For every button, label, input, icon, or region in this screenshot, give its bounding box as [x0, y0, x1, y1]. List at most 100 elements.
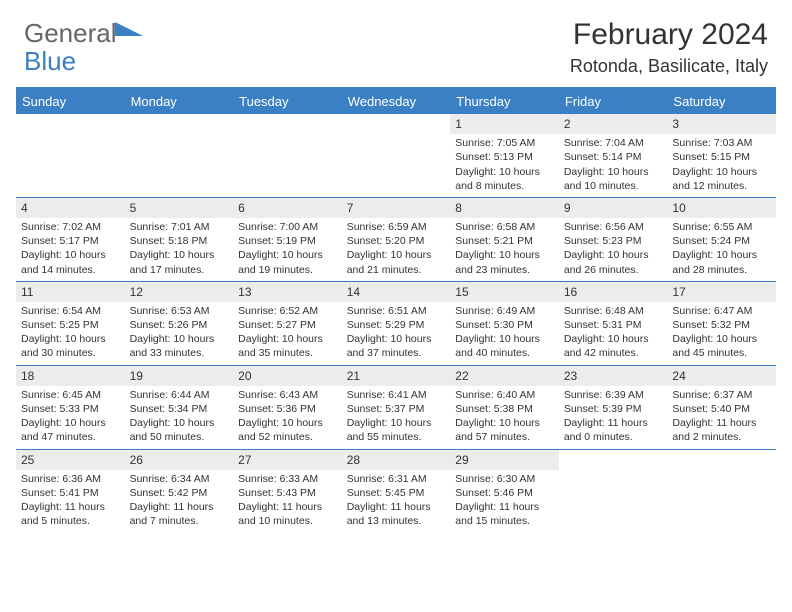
day-info: Sunrise: 6:40 AMSunset: 5:38 PMDaylight:… [450, 386, 559, 449]
day-number: 15 [450, 282, 559, 302]
day-number: 7 [342, 198, 451, 218]
day-cell [233, 114, 342, 197]
week-row: 11Sunrise: 6:54 AMSunset: 5:25 PMDayligh… [16, 281, 776, 365]
sunset-text: Sunset: 5:19 PM [238, 234, 337, 248]
day-number: 5 [125, 198, 234, 218]
sunrise-text: Sunrise: 7:01 AM [130, 220, 229, 234]
day-info: Sunrise: 6:49 AMSunset: 5:30 PMDaylight:… [450, 302, 559, 365]
day-number: 11 [16, 282, 125, 302]
day-info: Sunrise: 6:36 AMSunset: 5:41 PMDaylight:… [16, 470, 125, 533]
day-number: 8 [450, 198, 559, 218]
week-row: 4Sunrise: 7:02 AMSunset: 5:17 PMDaylight… [16, 197, 776, 281]
sunrise-text: Sunrise: 6:30 AM [455, 472, 554, 486]
day-number: 16 [559, 282, 668, 302]
day-cell [667, 450, 776, 533]
sunrise-text: Sunrise: 6:43 AM [238, 388, 337, 402]
day-cell: 18Sunrise: 6:45 AMSunset: 5:33 PMDayligh… [16, 366, 125, 449]
daylight-text: Daylight: 10 hours and 40 minutes. [455, 332, 554, 360]
day-info: Sunrise: 6:54 AMSunset: 5:25 PMDaylight:… [16, 302, 125, 365]
day-info: Sunrise: 6:37 AMSunset: 5:40 PMDaylight:… [667, 386, 776, 449]
daylight-text: Daylight: 10 hours and 21 minutes. [347, 248, 446, 276]
day-number: 13 [233, 282, 342, 302]
day-cell: 14Sunrise: 6:51 AMSunset: 5:29 PMDayligh… [342, 282, 451, 365]
daylight-text: Daylight: 11 hours and 15 minutes. [455, 500, 554, 528]
day-number [342, 114, 451, 118]
day-header-fri: Friday [559, 90, 668, 113]
day-info: Sunrise: 6:58 AMSunset: 5:21 PMDaylight:… [450, 218, 559, 281]
day-cell: 2Sunrise: 7:04 AMSunset: 5:14 PMDaylight… [559, 114, 668, 197]
day-cell: 12Sunrise: 6:53 AMSunset: 5:26 PMDayligh… [125, 282, 234, 365]
sunrise-text: Sunrise: 6:31 AM [347, 472, 446, 486]
day-info: Sunrise: 7:02 AMSunset: 5:17 PMDaylight:… [16, 218, 125, 281]
daylight-text: Daylight: 10 hours and 26 minutes. [564, 248, 663, 276]
day-cell: 11Sunrise: 6:54 AMSunset: 5:25 PMDayligh… [16, 282, 125, 365]
day-info: Sunrise: 7:03 AMSunset: 5:15 PMDaylight:… [667, 134, 776, 197]
daylight-text: Daylight: 10 hours and 28 minutes. [672, 248, 771, 276]
day-cell: 7Sunrise: 6:59 AMSunset: 5:20 PMDaylight… [342, 198, 451, 281]
daylight-text: Daylight: 10 hours and 8 minutes. [455, 165, 554, 193]
daylight-text: Daylight: 10 hours and 55 minutes. [347, 416, 446, 444]
sunset-text: Sunset: 5:31 PM [564, 318, 663, 332]
day-info: Sunrise: 6:34 AMSunset: 5:42 PMDaylight:… [125, 470, 234, 533]
sunset-text: Sunset: 5:39 PM [564, 402, 663, 416]
day-cell: 4Sunrise: 7:02 AMSunset: 5:17 PMDaylight… [16, 198, 125, 281]
day-cell: 13Sunrise: 6:52 AMSunset: 5:27 PMDayligh… [233, 282, 342, 365]
day-number: 24 [667, 366, 776, 386]
day-info: Sunrise: 6:52 AMSunset: 5:27 PMDaylight:… [233, 302, 342, 365]
daylight-text: Daylight: 11 hours and 10 minutes. [238, 500, 337, 528]
sunset-text: Sunset: 5:43 PM [238, 486, 337, 500]
day-info: Sunrise: 6:48 AMSunset: 5:31 PMDaylight:… [559, 302, 668, 365]
day-header-thu: Thursday [450, 90, 559, 113]
sunset-text: Sunset: 5:18 PM [130, 234, 229, 248]
day-info: Sunrise: 6:47 AMSunset: 5:32 PMDaylight:… [667, 302, 776, 365]
sunset-text: Sunset: 5:15 PM [672, 150, 771, 164]
sunrise-text: Sunrise: 6:37 AM [672, 388, 771, 402]
day-cell: 22Sunrise: 6:40 AMSunset: 5:38 PMDayligh… [450, 366, 559, 449]
day-cell: 16Sunrise: 6:48 AMSunset: 5:31 PMDayligh… [559, 282, 668, 365]
day-cell: 26Sunrise: 6:34 AMSunset: 5:42 PMDayligh… [125, 450, 234, 533]
sunrise-text: Sunrise: 6:53 AM [130, 304, 229, 318]
sunset-text: Sunset: 5:17 PM [21, 234, 120, 248]
sunset-text: Sunset: 5:34 PM [130, 402, 229, 416]
day-info: Sunrise: 7:01 AMSunset: 5:18 PMDaylight:… [125, 218, 234, 281]
day-number: 26 [125, 450, 234, 470]
day-header-row: Sunday Monday Tuesday Wednesday Thursday… [16, 90, 776, 113]
brand-blue: Blue [24, 46, 76, 77]
sunrise-text: Sunrise: 6:51 AM [347, 304, 446, 318]
daylight-text: Daylight: 10 hours and 10 minutes. [564, 165, 663, 193]
sunset-text: Sunset: 5:33 PM [21, 402, 120, 416]
daylight-text: Daylight: 10 hours and 42 minutes. [564, 332, 663, 360]
daylight-text: Daylight: 10 hours and 14 minutes. [21, 248, 120, 276]
day-cell: 20Sunrise: 6:43 AMSunset: 5:36 PMDayligh… [233, 366, 342, 449]
day-cell: 5Sunrise: 7:01 AMSunset: 5:18 PMDaylight… [125, 198, 234, 281]
daylight-text: Daylight: 10 hours and 33 minutes. [130, 332, 229, 360]
title-block: February 2024 Rotonda, Basilicate, Italy [570, 18, 768, 77]
day-info: Sunrise: 6:30 AMSunset: 5:46 PMDaylight:… [450, 470, 559, 533]
day-cell: 25Sunrise: 6:36 AMSunset: 5:41 PMDayligh… [16, 450, 125, 533]
daylight-text: Daylight: 10 hours and 30 minutes. [21, 332, 120, 360]
sunset-text: Sunset: 5:36 PM [238, 402, 337, 416]
day-number [16, 114, 125, 118]
day-info: Sunrise: 6:31 AMSunset: 5:45 PMDaylight:… [342, 470, 451, 533]
sunrise-text: Sunrise: 7:03 AM [672, 136, 771, 150]
sunrise-text: Sunrise: 6:45 AM [21, 388, 120, 402]
week-row: 18Sunrise: 6:45 AMSunset: 5:33 PMDayligh… [16, 365, 776, 449]
day-number: 10 [667, 198, 776, 218]
day-number: 27 [233, 450, 342, 470]
day-number: 22 [450, 366, 559, 386]
day-header-mon: Monday [125, 90, 234, 113]
daylight-text: Daylight: 11 hours and 0 minutes. [564, 416, 663, 444]
day-cell: 27Sunrise: 6:33 AMSunset: 5:43 PMDayligh… [233, 450, 342, 533]
daylight-text: Daylight: 11 hours and 7 minutes. [130, 500, 229, 528]
day-header-sun: Sunday [16, 90, 125, 113]
day-cell [342, 114, 451, 197]
daylight-text: Daylight: 10 hours and 45 minutes. [672, 332, 771, 360]
day-cell: 28Sunrise: 6:31 AMSunset: 5:45 PMDayligh… [342, 450, 451, 533]
day-info: Sunrise: 6:39 AMSunset: 5:39 PMDaylight:… [559, 386, 668, 449]
daylight-text: Daylight: 11 hours and 5 minutes. [21, 500, 120, 528]
day-number: 21 [342, 366, 451, 386]
day-cell: 6Sunrise: 7:00 AMSunset: 5:19 PMDaylight… [233, 198, 342, 281]
sunrise-text: Sunrise: 6:58 AM [455, 220, 554, 234]
day-number: 3 [667, 114, 776, 134]
sunrise-text: Sunrise: 7:02 AM [21, 220, 120, 234]
